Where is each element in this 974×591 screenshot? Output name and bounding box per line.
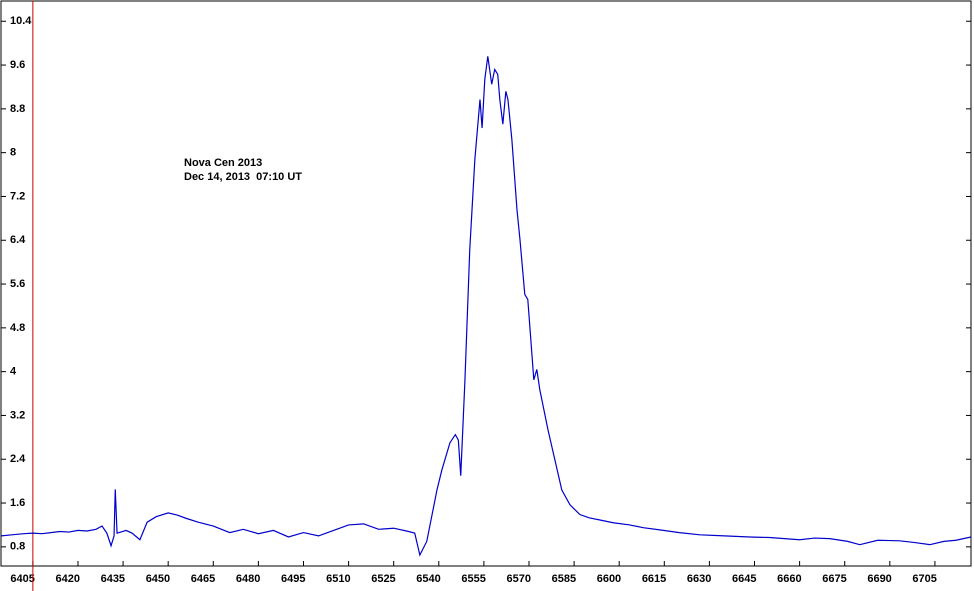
y-tick-label: 6.4: [10, 234, 26, 246]
x-tick-label: 6465: [191, 573, 215, 585]
y-tick-label: 9.6: [10, 59, 25, 71]
y-tick-label: 7.2: [10, 190, 25, 202]
x-tick-label: 6660: [777, 573, 801, 585]
y-tick-label: 5.6: [10, 278, 25, 290]
annotation: Dec 14, 2013 07:10 UT: [184, 171, 302, 183]
x-tick-label: 6405: [10, 573, 34, 585]
x-tick-label: 6525: [371, 573, 395, 585]
y-tick-label: 8: [10, 147, 16, 159]
x-tick-label: 6420: [55, 573, 79, 585]
x-tick-label: 6630: [687, 573, 711, 585]
x-tick-label: 6690: [867, 573, 891, 585]
x-tick-label: 6570: [507, 573, 531, 585]
y-tick-label: 2.4: [10, 453, 26, 465]
spectrum-line: [1, 56, 972, 557]
x-tick-label: 6705: [912, 573, 936, 585]
x-tick-label: 6450: [146, 573, 170, 585]
x-tick-label: 6480: [236, 573, 260, 585]
x-tick-label: 6585: [552, 573, 576, 585]
y-tick-label: 8.8: [10, 103, 25, 115]
x-tick-label: 6615: [642, 573, 666, 585]
plot-frame: [0, 0, 972, 567]
y-tick-label: 0.8: [10, 541, 25, 553]
x-tick-label: 6510: [326, 573, 350, 585]
y-tick-label: 10.4: [10, 15, 32, 27]
x-tick-label: 6555: [461, 573, 485, 585]
x-tick-label: 6645: [732, 573, 756, 585]
x-tick-label: 6435: [101, 573, 125, 585]
y-tick-label: 4: [10, 366, 17, 378]
y-tick-label: 3.2: [10, 409, 25, 421]
annotation: Nova Cen 2013: [184, 157, 262, 169]
x-tick-label: 6675: [822, 573, 846, 585]
x-tick-label: 6495: [281, 573, 305, 585]
y-tick-label: 4.8: [10, 322, 25, 334]
x-tick-label: 6600: [597, 573, 621, 585]
x-tick-label: 6540: [416, 573, 440, 585]
y-tick-label: 1.6: [10, 497, 25, 509]
